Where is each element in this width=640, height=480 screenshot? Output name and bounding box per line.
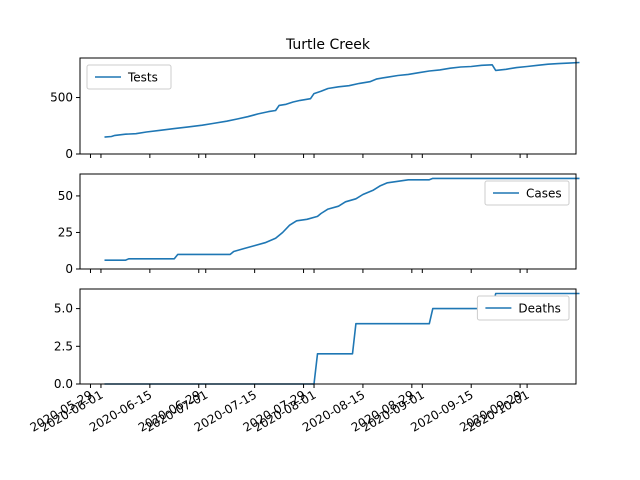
- legend-deaths: Deaths: [476, 295, 570, 321]
- chart-title: Turtle Creek: [285, 37, 371, 53]
- legend-box: [484, 180, 570, 206]
- y-tick-label: 0: [65, 262, 73, 276]
- y-tick-label: 500: [50, 91, 73, 105]
- x-tick-label: 2020-10-01: [464, 388, 531, 435]
- axes-frame: [79, 57, 577, 155]
- y-tick-label: 0.0: [54, 377, 73, 391]
- legend-box: [86, 64, 172, 90]
- legend-box: [476, 295, 570, 321]
- legend-cases: Cases: [484, 180, 570, 206]
- y-tick-label: 5.0: [54, 302, 73, 316]
- panel-tests: 0 500 Tests: [50, 57, 580, 161]
- panel-deaths: 0.0 2.5 5.0 Deaths: [54, 288, 580, 391]
- series-line-cases: [104, 177, 580, 262]
- y-tick-label: 50: [58, 189, 73, 203]
- y-tick-label: 0: [65, 147, 73, 161]
- axes-frame: [79, 173, 577, 270]
- y-tick-label: 25: [58, 225, 73, 239]
- axes-frame: [79, 288, 577, 385]
- panel-cases: 0 25 50 Cases: [58, 173, 580, 276]
- series-line-tests: [104, 61, 580, 138]
- y-tick-label: 2.5: [54, 339, 73, 353]
- legend-label: Cases: [526, 187, 562, 201]
- legend-label: Tests: [127, 71, 158, 85]
- legend-tests: Tests: [86, 64, 172, 90]
- legend-label: Deaths: [518, 302, 561, 316]
